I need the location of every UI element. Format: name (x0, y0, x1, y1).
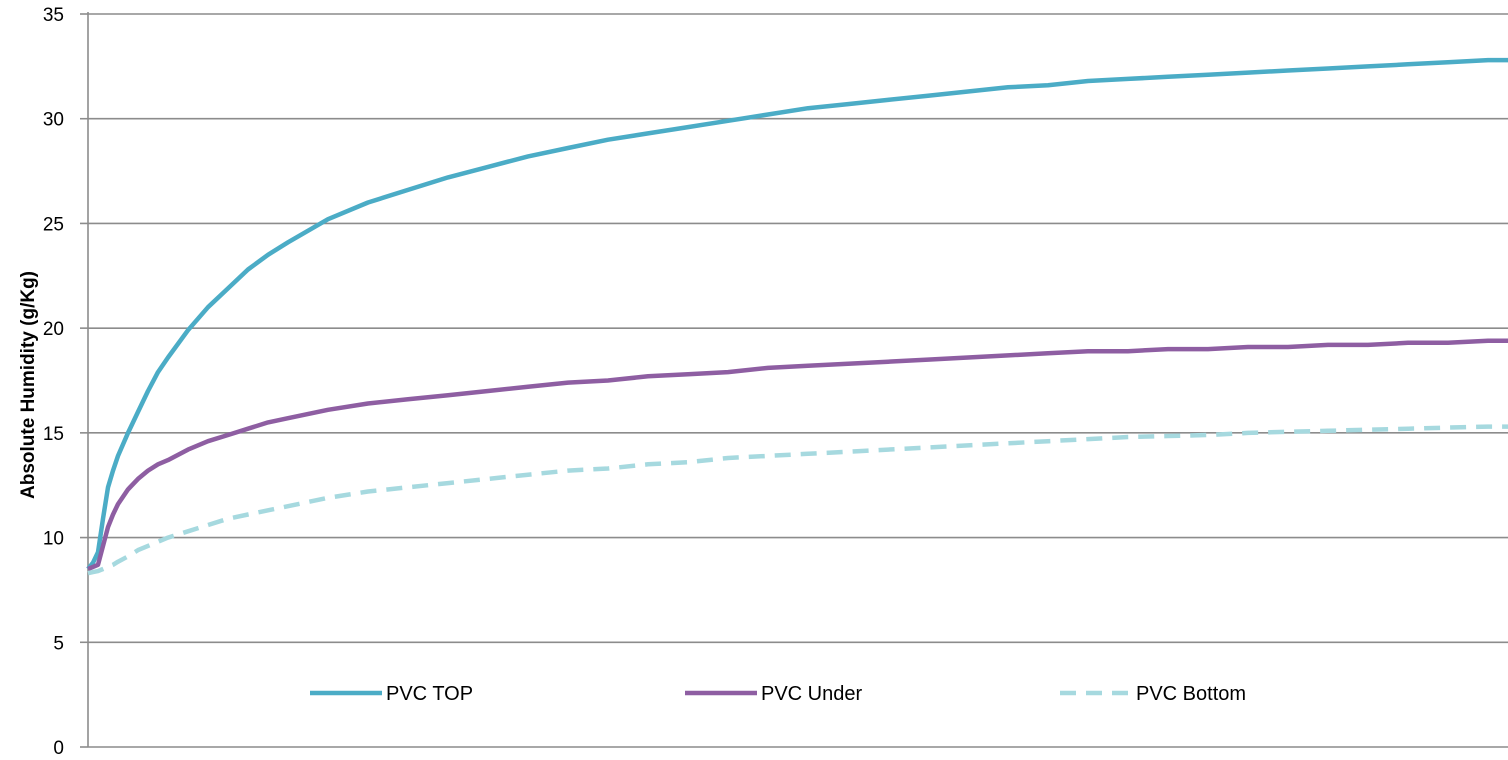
legend-label-pvc-under: PVC Under (761, 683, 862, 705)
y-tick-labels: 0 5 10 15 20 25 30 35 (43, 5, 64, 759)
y-tick-label-30: 30 (43, 110, 64, 131)
legend: PVC TOP PVC Under PVC Bottom (310, 683, 1246, 705)
legend-label-pvc-top: PVC TOP (386, 683, 473, 705)
y-tick-label-35: 35 (43, 5, 64, 26)
y-tick-label-15: 15 (43, 424, 64, 445)
y-tick-label-20: 20 (43, 319, 64, 340)
y-tick-label-25: 25 (43, 214, 64, 235)
y-axis-title: Absolute Humidity (g/Kg) (18, 271, 39, 499)
y-tick-label-10: 10 (43, 529, 64, 550)
series-line-pvc-under (87, 338, 1508, 572)
series-line-pvc-bottom (87, 424, 1508, 576)
series-lines (86, 57, 1508, 576)
axes (80, 12, 1508, 748)
legend-label-pvc-bottom: PVC Bottom (1136, 683, 1246, 705)
y-tick-label-5: 5 (53, 633, 64, 654)
y-tick-label-0: 0 (53, 738, 64, 759)
series-line-pvc-top (86, 57, 1508, 571)
